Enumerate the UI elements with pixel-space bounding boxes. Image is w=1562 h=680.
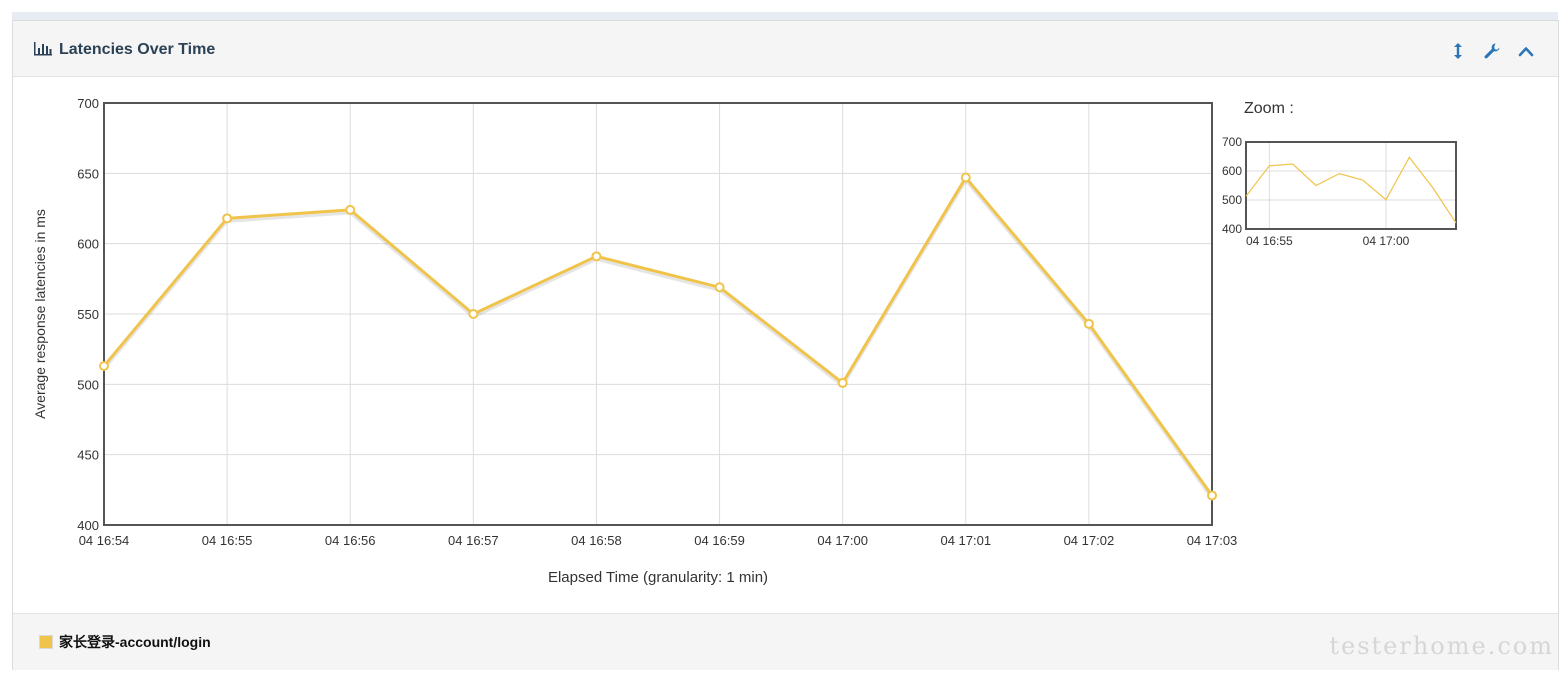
bar-chart-icon xyxy=(33,40,53,61)
panel-title-text: Latencies Over Time xyxy=(59,41,216,58)
chevron-up-icon[interactable] xyxy=(1516,41,1536,61)
data-point xyxy=(99,361,109,372)
y-tick-label: 550 xyxy=(77,307,99,322)
x-tick-label: 04 16:57 xyxy=(448,533,499,548)
x-tick-label: 04 17:00 xyxy=(817,533,868,548)
data-point xyxy=(222,213,233,224)
x-tick-label: 04 16:54 xyxy=(79,533,130,548)
x-tick-label: 04 17:03 xyxy=(1187,533,1238,548)
legend-item[interactable]: 家长登录-account/login xyxy=(39,632,211,652)
x-tick-label: 04 17:02 xyxy=(1064,533,1115,548)
legend-label: 家长登录-account/login xyxy=(59,634,211,650)
y-tick-label: 650 xyxy=(77,166,99,181)
watermark: testerhome.com xyxy=(1329,632,1554,660)
chart-area: 400 450 500 550 600 650 700 04 16:54 04 16:55 04 … xyxy=(13,77,1558,613)
legend-swatch xyxy=(39,635,53,649)
y-tick-label: 450 xyxy=(77,448,99,463)
x-tick-label: 04 17:01 xyxy=(940,533,991,548)
series-line xyxy=(102,176,1214,497)
series-line-shadow xyxy=(102,179,1214,500)
data-point xyxy=(1207,490,1217,501)
data-point xyxy=(1083,318,1094,329)
wrench-icon[interactable] xyxy=(1482,41,1502,61)
x-tick-label: 04 16:56 xyxy=(325,533,376,548)
zoom-y-tick-label: 400 xyxy=(1222,222,1242,236)
data-point xyxy=(837,377,848,388)
zoom-label: Zoom : xyxy=(1244,100,1294,117)
x-tick-label: 04 16:59 xyxy=(694,533,745,548)
zoom-overview[interactable] xyxy=(1245,141,1457,230)
zoom-y-tick-label: 500 xyxy=(1222,193,1242,207)
data-point xyxy=(960,172,971,183)
x-axis-label: Elapsed Time (granularity: 1 min) xyxy=(548,569,768,586)
zoom-series-line xyxy=(1245,156,1457,224)
zoom-x-tick-label: 04 17:00 xyxy=(1363,234,1410,248)
panel-header: Latencies Over Time xyxy=(13,21,1558,77)
latency-line-chart: 400 450 500 550 600 650 700 04 16:54 04 16:55 04 … xyxy=(32,96,1457,586)
data-point xyxy=(345,204,356,215)
panel-title: Latencies Over Time xyxy=(33,40,215,60)
y-tick-label: 600 xyxy=(77,237,99,252)
zoom-y-tick-label: 600 xyxy=(1222,164,1242,178)
zoom-x-tick-label: 04 16:55 xyxy=(1246,234,1293,248)
y-tick-label: 400 xyxy=(77,518,99,533)
data-point xyxy=(591,251,602,262)
latency-panel: Latencies Over Time 400 450 500 55 xyxy=(12,20,1559,670)
x-tick-label: 04 16:55 xyxy=(202,533,253,548)
legend-bar: 家长登录-account/login xyxy=(13,613,1558,670)
resize-vertical-icon[interactable] xyxy=(1448,41,1468,61)
x-tick-label: 04 16:58 xyxy=(571,533,622,548)
y-tick-label: 700 xyxy=(77,96,99,111)
data-point xyxy=(714,282,725,293)
zoom-y-tick-label: 700 xyxy=(1222,135,1242,149)
data-point xyxy=(468,309,479,319)
y-axis-label: Average response latencies in ms xyxy=(32,209,48,419)
y-tick-label: 500 xyxy=(77,377,99,392)
